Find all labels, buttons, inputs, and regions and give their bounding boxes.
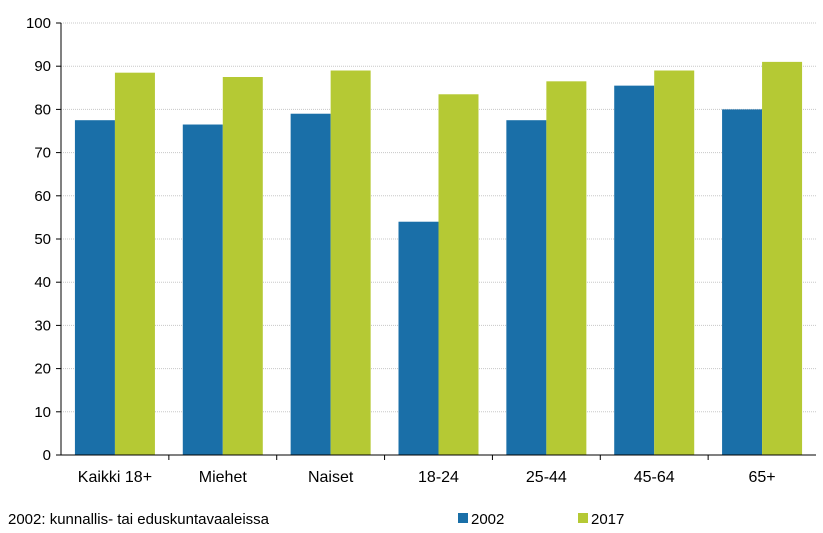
x-tick-label: 45-64 xyxy=(634,469,675,486)
bar-2002-2 xyxy=(290,113,331,455)
y-tick-label: 80 xyxy=(34,101,51,118)
legend-label-2017: 2017 xyxy=(591,511,624,528)
x-tick-label: 18-24 xyxy=(418,469,459,486)
y-tick-label: 60 xyxy=(34,188,51,205)
y-tick-label: 90 xyxy=(34,58,51,75)
footnote: 2002: kunnallis- tai eduskuntavaaleissa xyxy=(8,511,270,528)
bar-2002-1 xyxy=(182,124,223,456)
bar-2017-4 xyxy=(546,81,587,455)
y-tick-label: 100 xyxy=(26,15,51,32)
bar-2017-3 xyxy=(438,94,479,455)
y-tick-label: 30 xyxy=(34,317,51,334)
y-axis-ticks: 0 10 20 30 40 50 60 70 80 90 100 xyxy=(26,15,61,464)
legend-label-2002: 2002 xyxy=(471,511,504,528)
y-tick-label: 0 xyxy=(43,447,51,464)
x-tick-label: Naiset xyxy=(308,469,354,486)
x-axis-labels: Kaikki 18+ Miehet Naiset 18-24 25-44 45-64 65+ xyxy=(78,455,776,486)
bar-2017-1 xyxy=(222,77,263,455)
bar-2017-6 xyxy=(762,61,803,455)
bar-2017-2 xyxy=(330,70,371,456)
bar-2002-0 xyxy=(74,120,115,455)
x-tick-label: Miehet xyxy=(199,469,248,486)
x-tick-label: 25-44 xyxy=(526,469,567,486)
bars xyxy=(74,61,803,456)
bar-2002-4 xyxy=(506,120,547,455)
y-tick-label: 70 xyxy=(34,145,51,162)
axes xyxy=(60,23,816,456)
bar-2017-0 xyxy=(114,72,155,456)
x-tick-label: 65+ xyxy=(749,469,776,486)
legend-swatch-2017 xyxy=(578,513,588,523)
y-tick-label: 10 xyxy=(34,404,51,421)
legend: 2002 2017 xyxy=(458,511,624,528)
bar-2002-5 xyxy=(614,85,655,455)
bar-2002-6 xyxy=(722,109,763,456)
y-tick-label: 40 xyxy=(34,274,51,291)
x-tick-label: Kaikki 18+ xyxy=(78,469,152,486)
bar-2002-3 xyxy=(398,221,439,455)
legend-swatch-2002 xyxy=(458,513,468,523)
y-tick-label: 50 xyxy=(34,231,51,248)
y-tick-label: 20 xyxy=(34,361,51,378)
bar-2017-5 xyxy=(654,70,695,456)
